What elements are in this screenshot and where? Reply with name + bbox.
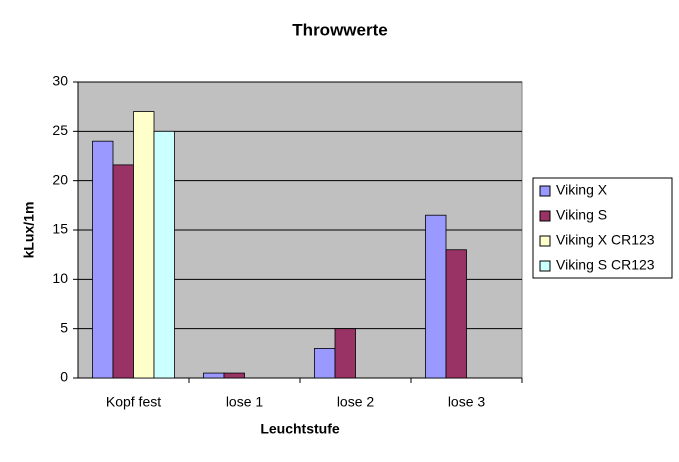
- x-tick-label: lose 2: [337, 394, 375, 410]
- legend-label: Viking X: [556, 182, 608, 198]
- y-tick-label: 15: [52, 221, 68, 237]
- bar: [425, 214, 447, 379]
- y-tick-label: 25: [52, 122, 68, 138]
- x-tick-label: lose 1: [226, 394, 264, 410]
- legend-label: Viking S: [556, 207, 607, 223]
- legend-label: Viking X CR123: [556, 232, 655, 248]
- y-tick-label: 10: [52, 270, 68, 286]
- chart-title: Throwwerte: [292, 20, 387, 39]
- legend-swatch: [539, 210, 551, 222]
- y-tick-label: 20: [52, 171, 68, 187]
- bar: [92, 140, 114, 379]
- bar: [153, 130, 175, 379]
- bar: [223, 372, 245, 379]
- bar: [314, 347, 336, 379]
- x-tick-label: Kopf fest: [106, 394, 161, 410]
- y-tick-label: 30: [52, 73, 68, 89]
- legend-swatch: [539, 185, 551, 197]
- legend-label: Viking S CR123: [556, 257, 655, 273]
- legend-swatch: [539, 260, 551, 272]
- bar: [203, 372, 225, 379]
- legend-box: [532, 177, 673, 279]
- y-axis-label: kLux/1m: [21, 202, 37, 259]
- y-tick-label: 0: [60, 369, 68, 385]
- bar: [334, 328, 356, 379]
- legend-swatch: [539, 235, 551, 247]
- bar: [445, 249, 467, 379]
- x-tick-label: lose 3: [448, 394, 486, 410]
- x-axis-label: Leuchtstufe: [260, 421, 340, 437]
- bar: [133, 111, 155, 379]
- y-tick-label: 5: [60, 319, 68, 335]
- bar: [112, 164, 134, 379]
